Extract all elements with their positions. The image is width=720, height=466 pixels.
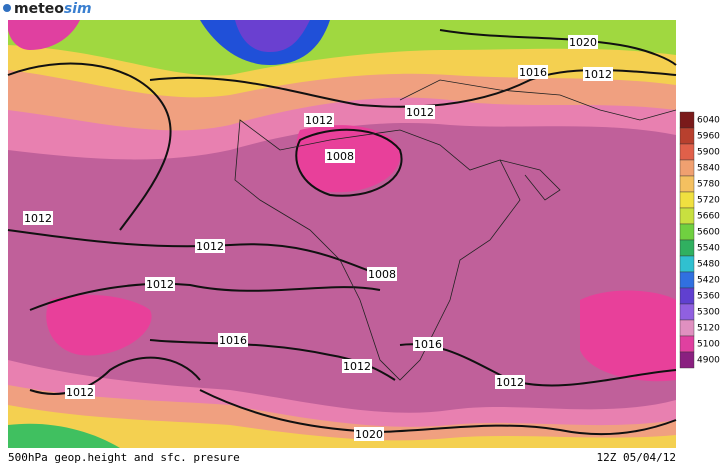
colorbar-label: 5840 (697, 164, 720, 174)
colorbar-label: 5480 (697, 260, 720, 270)
field-band (8, 20, 676, 76)
isobar-label: 1012 (584, 68, 612, 81)
colorbar-label: 5120 (697, 324, 720, 334)
isobar-label: 1008 (326, 150, 354, 163)
isobar-label-box (195, 239, 225, 253)
field-band (8, 423, 120, 448)
isobar-label-box (23, 211, 53, 225)
colorbar-swatch (679, 111, 695, 129)
isobar-label-box (568, 35, 598, 49)
isobar-label: 1016 (414, 338, 442, 351)
isobar (7, 62, 172, 231)
isobar (7, 229, 381, 276)
isobar (199, 389, 677, 436)
isobar-label: 1008 (368, 268, 396, 281)
colorbar: 6040 5960 5900 5840 5780 5720 5660 5600 5540 5480… (679, 111, 720, 369)
isobar-label-box (325, 149, 355, 163)
colorbar-swatch (679, 255, 695, 273)
colorbar-label: 6040 (697, 116, 720, 126)
colorbar-label: 5600 (697, 228, 720, 238)
isobar-label: 1012 (146, 278, 174, 291)
colorbar-label: 5780 (697, 180, 720, 190)
colorbar-label: 5960 (697, 132, 720, 142)
colorbar-swatch (679, 303, 695, 321)
isobar (29, 282, 381, 311)
colorbar-label: 5420 (697, 276, 720, 286)
colorbar-swatch (679, 335, 695, 353)
field-high (580, 290, 676, 382)
height-field (8, 20, 676, 448)
isobar-label: 1016 (519, 66, 547, 79)
field-high (46, 294, 152, 356)
isobar-label-box (405, 105, 435, 119)
field-low (8, 20, 80, 50)
isobar-label-box (218, 333, 248, 347)
colorbar-swatch (679, 287, 695, 305)
isobar-label: 1020 (355, 428, 383, 441)
coastline (499, 159, 561, 201)
logo: meteosim (3, 1, 92, 17)
isobar (295, 128, 403, 197)
isobar-label-box (65, 385, 95, 399)
isobar (29, 356, 201, 395)
isobar-label-box (145, 277, 175, 291)
logo-part: meteo (14, 1, 64, 17)
isobar-label-box (367, 267, 397, 281)
coastlines (234, 79, 677, 381)
isobar-label: 1012 (196, 240, 224, 253)
isobar-label: 1012 (343, 360, 371, 373)
colorbar-swatch (679, 191, 695, 209)
isobar-label: 1012 (66, 386, 94, 399)
isobar-label: 1012 (496, 376, 524, 389)
colorbar-label: 5660 (697, 212, 720, 222)
isobar-label-box (583, 67, 613, 81)
isobar (149, 339, 396, 381)
isobar-label: 1020 (569, 36, 597, 49)
isobar-label: 1012 (24, 212, 52, 225)
colorbar-swatch (679, 159, 695, 177)
coastline (234, 119, 521, 381)
colorbar-label: 5540 (697, 244, 720, 254)
timestamp: 12Z 05/04/12 (597, 451, 676, 464)
colorbar-label: 5360 (697, 292, 720, 302)
isobar-labels: 1020 1016 1012 1012 1012 1008 1012 1012 1012 1008… (23, 35, 613, 441)
colorbar-swatch (679, 271, 695, 289)
isobar-label: 1012 (406, 106, 434, 119)
isobar-label-box (495, 375, 525, 389)
isobar-label: 1016 (219, 334, 247, 347)
isobar-label-box (304, 113, 334, 127)
isobar-label-box (342, 359, 372, 373)
isobar-label-box (354, 427, 384, 441)
isobar-label: 1012 (305, 114, 333, 127)
colorbar-swatch (679, 239, 695, 257)
logo-icon (3, 4, 11, 12)
isobar-label-box (413, 337, 443, 351)
colorbar-swatch (679, 207, 695, 225)
colorbar-label: 5720 (697, 196, 720, 206)
colorbar-label: 4900 (697, 356, 720, 366)
colorbar-label: 5100 (697, 340, 720, 350)
colorbar-swatch (679, 175, 695, 193)
field-low (235, 20, 310, 52)
colorbar-swatch (679, 351, 695, 369)
colorbar-label: 5300 (697, 308, 720, 318)
colorbar-swatch (679, 223, 695, 241)
colorbar-swatch (679, 319, 695, 337)
caption: 500hPa geop.height and sfc. presure (8, 451, 240, 464)
colorbar-label: 5900 (697, 148, 720, 158)
logo-text: meteosim (14, 1, 92, 17)
logo-part: sim (64, 1, 92, 17)
field-band (8, 405, 676, 448)
coastline (399, 79, 677, 121)
isobar-label-box (518, 65, 548, 79)
colorbar-swatch (679, 143, 695, 161)
colorbar-swatch (679, 127, 695, 145)
